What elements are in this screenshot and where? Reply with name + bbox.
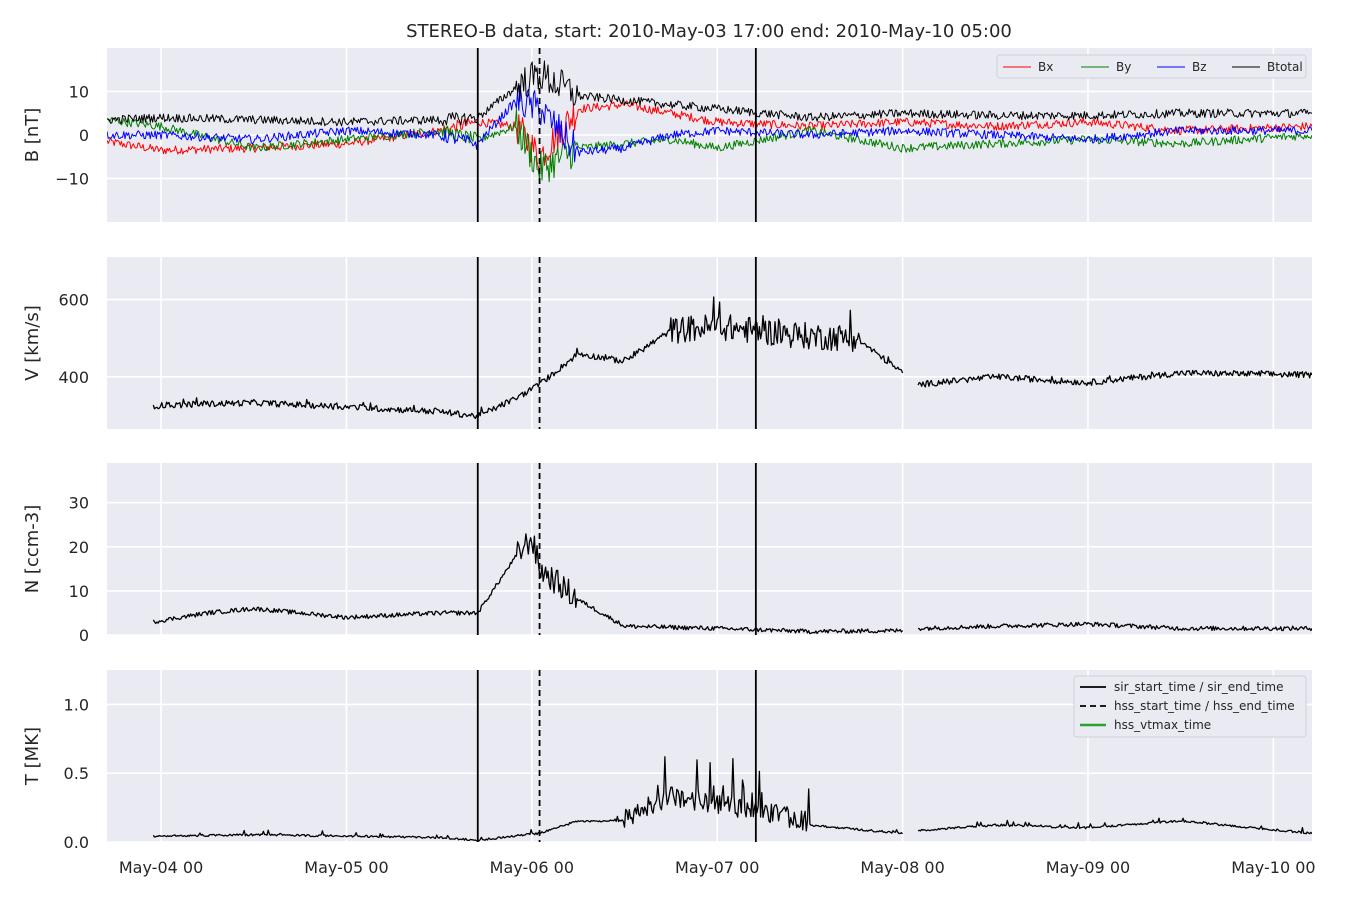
- series-line-btotal: [107, 60, 1312, 127]
- panel-v: 400 600 V [km/s]: [22, 257, 1312, 429]
- x-tick-label: May-05 00: [304, 858, 388, 877]
- legend-label: Bz: [1192, 60, 1207, 74]
- x-tick-label: May-09 00: [1046, 858, 1130, 877]
- y-axis-label: B [nT]: [22, 108, 43, 163]
- legend-label: hss_vtmax_time: [1114, 718, 1211, 732]
- legend-box: [996, 54, 1307, 79]
- y-tick-label: 0: [79, 126, 89, 145]
- y-tick-label: 20: [69, 538, 89, 557]
- y-tick-label: 400: [58, 368, 89, 387]
- panel-n: 0 10 20 30 N [ccm-3]: [22, 463, 1312, 645]
- panel-t: 0.0 0.5 1.0 T [MK] sir_start_time / sir_end_…: [22, 670, 1312, 852]
- x-tick-label: May-04 00: [119, 858, 203, 877]
- y-tick-label: 10: [69, 582, 89, 601]
- panels: −10 0 10 B [nT] Bx By Bz Btotal 400 600 V [km/s] 0 1…: [22, 48, 1312, 852]
- y-tick-label: 0: [79, 626, 89, 645]
- panel-v-background: [107, 257, 1312, 429]
- y-tick-label: 1.0: [64, 695, 89, 714]
- x-tick-label: May-07 00: [675, 858, 759, 877]
- legend-label: Bx: [1038, 60, 1053, 74]
- x-axis: May-04 00 May-05 00 May-06 00 May-07 00 May-…: [119, 858, 1316, 877]
- series-line-by: [107, 108, 1312, 183]
- chart-title: STEREO-B data, start: 2010-May-03 17:00 …: [406, 21, 1012, 42]
- series-line-t: [152, 756, 1312, 842]
- y-tick-label: 0.5: [64, 764, 89, 783]
- y-axis-label: T [MK]: [22, 727, 43, 786]
- y-axis-label: V [km/s]: [22, 305, 43, 380]
- legend-b: Bx By Bz Btotal: [996, 54, 1307, 79]
- x-tick-label: May-08 00: [860, 858, 944, 877]
- legend-box: [1073, 675, 1307, 738]
- legend-label: Btotal: [1267, 60, 1303, 74]
- y-tick-label: −10: [55, 170, 89, 189]
- y-tick-label: 0.0: [64, 833, 89, 852]
- series-line-bx: [107, 100, 1312, 172]
- series-line-n: [152, 533, 1312, 635]
- y-tick-label: 10: [69, 83, 89, 102]
- y-tick-label: 600: [58, 291, 89, 310]
- series-line-bz: [107, 85, 1312, 163]
- legend-label: sir_start_time / sir_end_time: [1114, 680, 1284, 694]
- legend-label: By: [1116, 60, 1131, 74]
- panel-b: −10 0 10 B [nT] Bx By Bz Btotal: [22, 48, 1312, 222]
- x-tick-label: May-06 00: [490, 858, 574, 877]
- legend-t: sir_start_time / sir_end_time hss_start_t…: [1073, 675, 1307, 738]
- legend-label: hss_start_time / hss_end_time: [1114, 699, 1295, 713]
- y-axis-label: N [ccm-3]: [22, 505, 43, 594]
- panel-n-background: [107, 463, 1312, 635]
- x-tick-label: May-10 00: [1231, 858, 1315, 877]
- y-tick-label: 30: [69, 494, 89, 513]
- series-line-v: [152, 296, 1312, 420]
